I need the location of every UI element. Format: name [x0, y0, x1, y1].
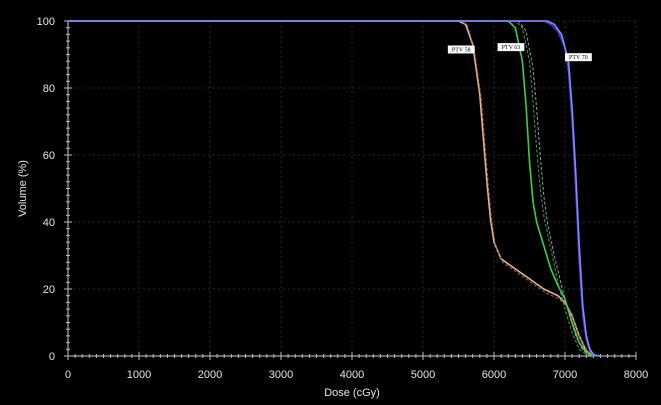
annotation-layer: PTV 58 PTV 63 PTV 70	[447, 43, 592, 62]
x-tick-label: 8000	[624, 369, 648, 381]
x-tick-label: 5000	[411, 369, 435, 381]
y-tick-label: 20	[43, 284, 55, 296]
dvh-series-line	[68, 20, 601, 357]
series-label-box	[447, 45, 475, 54]
x-tick-label: 2000	[198, 369, 222, 381]
series-label-text: PTV 58	[452, 47, 471, 53]
x-axis-title: Dose (cGy)	[324, 387, 380, 399]
y-tick-label: 0	[49, 351, 55, 363]
series-label: PTV 58	[447, 45, 475, 54]
y-axis-title: Volume (%)	[17, 160, 29, 217]
y-tick-labels: 0 20 40 60 80 100	[37, 16, 55, 363]
y-tick-label: 100	[37, 16, 55, 28]
y-tick-label: 80	[43, 83, 55, 95]
x-tick-label: 1000	[127, 369, 151, 381]
y-tick-label: 40	[43, 217, 55, 229]
series-label-box	[497, 43, 525, 52]
dvh-series-line	[68, 20, 601, 357]
x-tick-label: 7000	[553, 369, 577, 381]
dvh-series-line	[68, 20, 601, 357]
dvh-series-line	[68, 20, 601, 357]
dvh-series-line	[68, 20, 598, 357]
x-tick-labels: 0 1000 2000 3000 4000 5000 6000 7000 8000	[65, 369, 648, 381]
series-label: PTV 70	[565, 53, 592, 62]
y-tick-label: 60	[43, 150, 55, 162]
grid-layer	[68, 20, 637, 356]
dvh-series-line	[68, 20, 601, 357]
series-label-text: PTV 63	[502, 45, 521, 51]
series-label: PTV 63	[497, 43, 525, 52]
series-layer	[68, 20, 601, 357]
dvh-series-line	[68, 20, 594, 357]
x-tick-label: 6000	[482, 369, 506, 381]
x-tick-label: 3000	[269, 369, 293, 381]
x-tick-label: 0	[65, 369, 71, 381]
series-label-box	[565, 53, 592, 62]
series-label-text: PTV 70	[569, 55, 588, 61]
x-tick-label: 4000	[340, 369, 364, 381]
minor-tick-layer	[64, 20, 637, 360]
